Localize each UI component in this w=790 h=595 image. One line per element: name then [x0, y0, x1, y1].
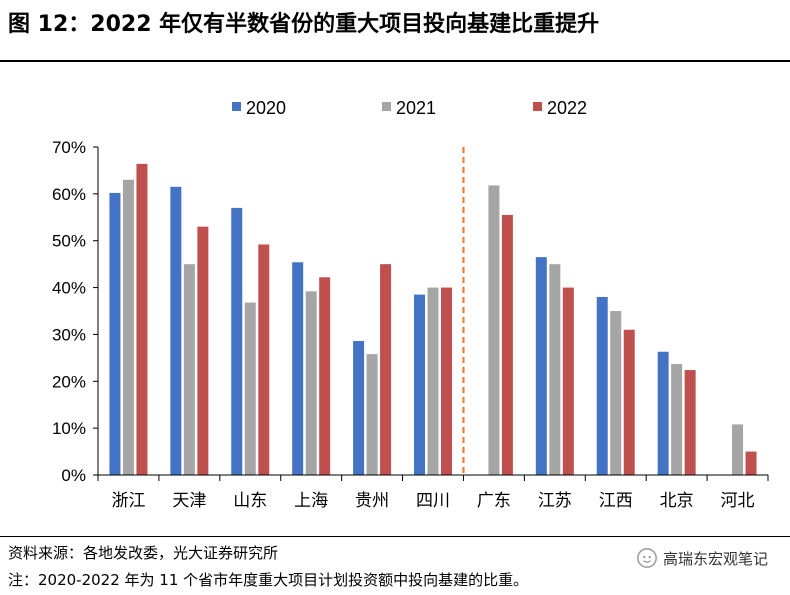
x-tick-label: 江苏 — [538, 491, 572, 510]
bar-山东-2021 — [244, 302, 256, 475]
y-axis: 0% 10% 20% 30% 40% 50% 60% 70% — [52, 138, 99, 485]
watermark: 高瑞东宏观笔记 — [636, 547, 768, 569]
legend-label-2022: 2022 — [547, 98, 587, 118]
bar-河北-2022 — [745, 451, 757, 475]
bar-广东-2021 — [488, 185, 500, 475]
y-tick-label: 0% — [61, 466, 86, 485]
y-tick-label: 70% — [52, 138, 86, 157]
bar-山东-2022 — [258, 244, 270, 475]
chart-title: 图 12：2022 年仅有半数省份的重大项目投向基建比重提升 — [8, 12, 600, 37]
bar-山东-2020 — [231, 207, 243, 475]
title-underline — [0, 60, 790, 62]
bar-江苏-2021 — [549, 264, 561, 475]
y-tick-label: 30% — [52, 325, 86, 344]
x-tick-label: 浙江 — [111, 491, 145, 510]
legend: 2020 2021 2022 — [232, 98, 587, 118]
bar-chart: 2020 2021 2022 0% 10% 20% 30% 40% 50% 60% 70% 浙江 天… — [52, 98, 769, 510]
x-tick-label: 广东 — [477, 491, 511, 510]
x-tick-label: 上海 — [294, 491, 328, 510]
bar-贵州-2020 — [353, 340, 365, 475]
source-text: 资料来源：各地发改委，光大证券研究所 — [8, 544, 279, 562]
x-axis: 浙江 天津 山东 上海 贵州 四川 广东 江苏 江西 北京 河北 — [97, 474, 769, 510]
bar-四川-2020 — [414, 294, 425, 475]
bar-上海-2022 — [319, 277, 331, 475]
bar-上海-2021 — [305, 291, 317, 475]
bar-北京-2020 — [657, 351, 669, 475]
x-tick-label: 北京 — [660, 491, 694, 510]
x-tick-label: 山东 — [233, 491, 267, 510]
x-tick-label: 江西 — [599, 491, 633, 510]
wechat-icon — [637, 548, 657, 568]
x-tick-label: 四川 — [416, 491, 450, 510]
bar-贵州-2021 — [366, 354, 378, 475]
bar-河北-2021 — [732, 424, 744, 475]
legend-swatch-2021 — [382, 102, 391, 111]
y-tick-label: 50% — [52, 232, 86, 251]
watermark-text: 高瑞东宏观笔记 — [662, 549, 768, 568]
bar-上海-2020 — [292, 262, 304, 475]
bar-江西-2021 — [610, 311, 622, 475]
x-tick-label: 河北 — [721, 491, 755, 510]
x-tick-label: 天津 — [172, 491, 206, 510]
legend-label-2021: 2021 — [396, 98, 436, 118]
bar-江苏-2022 — [562, 287, 574, 475]
bar-浙江-2022 — [136, 163, 148, 475]
legend-label-2020: 2020 — [246, 98, 286, 118]
bars — [109, 163, 757, 476]
footer-divider — [0, 536, 790, 537]
y-tick-label: 60% — [52, 185, 86, 204]
bar-北京-2022 — [684, 370, 696, 475]
y-tick-label: 10% — [52, 419, 86, 438]
y-tick-label: 40% — [52, 279, 86, 298]
bar-天津-2022 — [197, 226, 209, 475]
note-text: 注：2020-2022 年为 11 个省市年度重大项目计划投资额中投向基建的比重… — [8, 571, 529, 589]
bar-天津-2020 — [170, 186, 182, 475]
bar-浙江-2020 — [109, 192, 121, 476]
legend-swatch-2022 — [533, 102, 542, 111]
bar-广东-2022 — [501, 214, 513, 475]
bar-四川-2022 — [441, 287, 452, 475]
bar-江西-2022 — [623, 329, 635, 475]
bar-浙江-2021 — [122, 179, 134, 476]
bar-天津-2021 — [183, 264, 195, 475]
x-tick-label: 贵州 — [355, 491, 389, 510]
bar-江西-2020 — [596, 296, 608, 475]
bar-四川-2021 — [427, 287, 439, 475]
bar-北京-2021 — [671, 363, 683, 475]
bar-贵州-2022 — [380, 264, 392, 475]
bar-江苏-2020 — [535, 257, 547, 475]
legend-swatch-2020 — [232, 102, 241, 111]
y-tick-label: 20% — [52, 372, 86, 391]
